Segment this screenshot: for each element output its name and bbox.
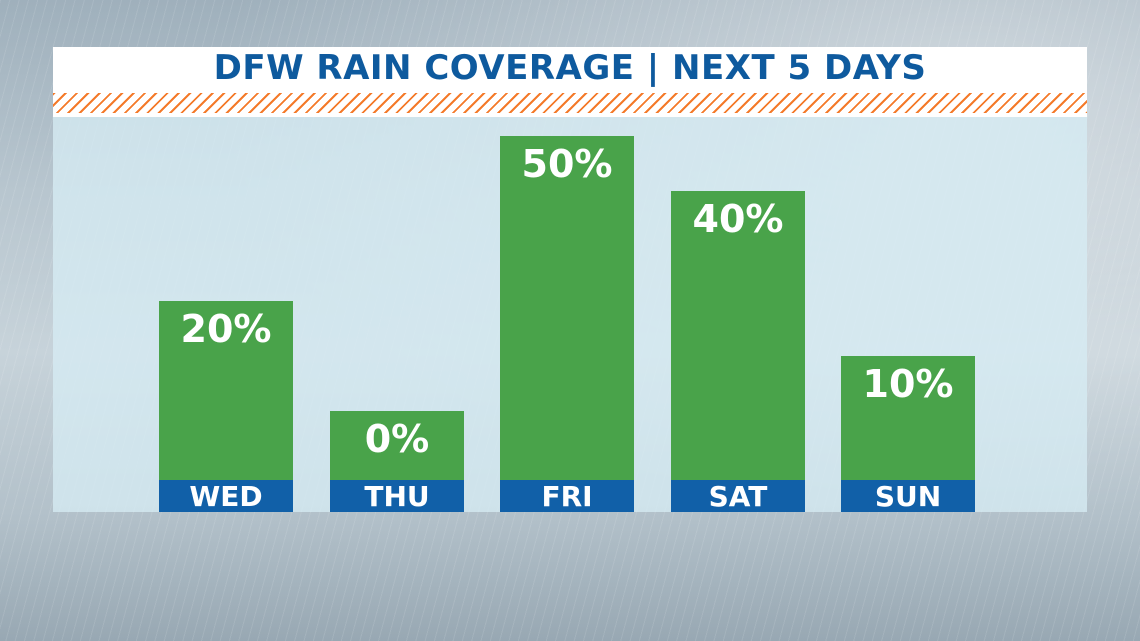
day-band-sat [671,480,805,512]
bar-sat [671,191,805,512]
chart-title: DFW RAIN COVERAGE | NEXT 5 DAYS [213,48,927,88]
day-band-fri [500,480,634,512]
day-label-fri: FRI [541,480,592,513]
day-band-thu [330,480,464,512]
bar-wed [159,301,293,512]
day-band-wed [159,480,293,512]
day-label-wed: WED [189,480,262,513]
day-label-thu: THU [364,480,429,513]
value-label-wed: 20% [181,307,272,351]
value-label-sat: 40% [693,197,784,241]
value-label-thu: 0% [365,417,430,461]
bar-fri [500,136,634,512]
value-label-sun: 10% [863,362,954,406]
day-label-sun: SUN [875,480,941,513]
day-label-sat: SAT [709,480,768,513]
title-bar: DFW RAIN COVERAGE | NEXT 5 DAYS [53,47,1087,89]
day-band-sun [841,480,975,512]
value-label-fri: 50% [522,142,613,186]
orange-hatch-stripe [53,89,1087,117]
